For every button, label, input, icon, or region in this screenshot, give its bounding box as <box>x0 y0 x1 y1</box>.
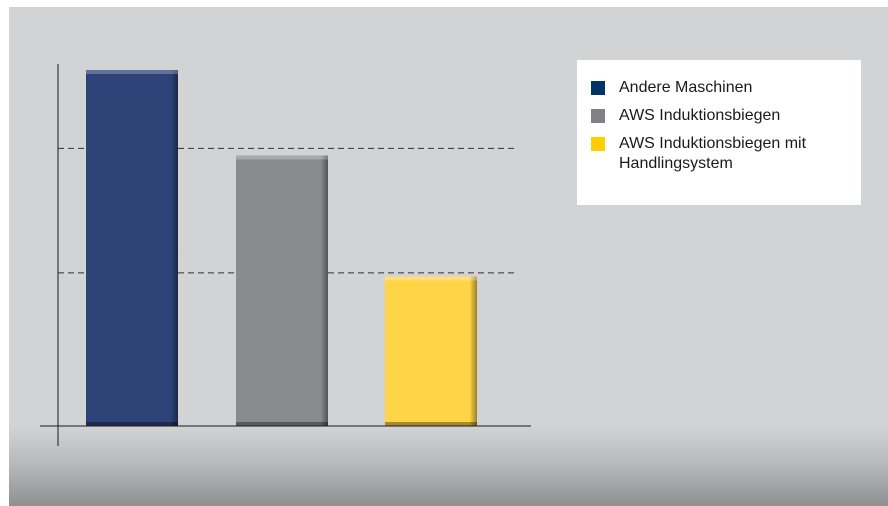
left-border <box>0 7 9 506</box>
bar-1 <box>86 70 178 426</box>
legend-swatch-yellow <box>591 137 605 151</box>
legend-swatch-navy <box>591 81 605 95</box>
legend-item-aws-handlingsystem: AWS Induktionsbiegen mit Handlingsystem <box>591 134 861 174</box>
legend-item-aws-induktionsbiegen: AWS Induktionsbiegen <box>591 106 861 126</box>
bar-3-shadow <box>385 422 477 426</box>
top-border <box>0 0 888 7</box>
bars <box>86 70 477 426</box>
legend: Andere Maschinen AWS Induktionsbiegen AW… <box>577 60 861 205</box>
bar-3 <box>385 276 477 426</box>
axes <box>40 64 531 446</box>
legend-swatch-gray <box>591 109 605 123</box>
bar-1-highlight <box>86 70 178 74</box>
bar-2 <box>236 155 328 426</box>
bar-3-highlight <box>385 276 477 281</box>
bar-1-shadow <box>86 422 178 426</box>
reference-lines <box>58 147 517 274</box>
bar-2-shadow <box>236 422 328 426</box>
legend-label: AWS Induktionsbiegen mit Handlingsystem <box>619 135 807 172</box>
legend-label: AWS Induktionsbiegen <box>619 107 781 124</box>
bar-2-highlight <box>236 155 328 160</box>
legend-label: Andere Maschinen <box>619 79 753 96</box>
legend-item-andere-maschinen: Andere Maschinen <box>591 78 861 98</box>
